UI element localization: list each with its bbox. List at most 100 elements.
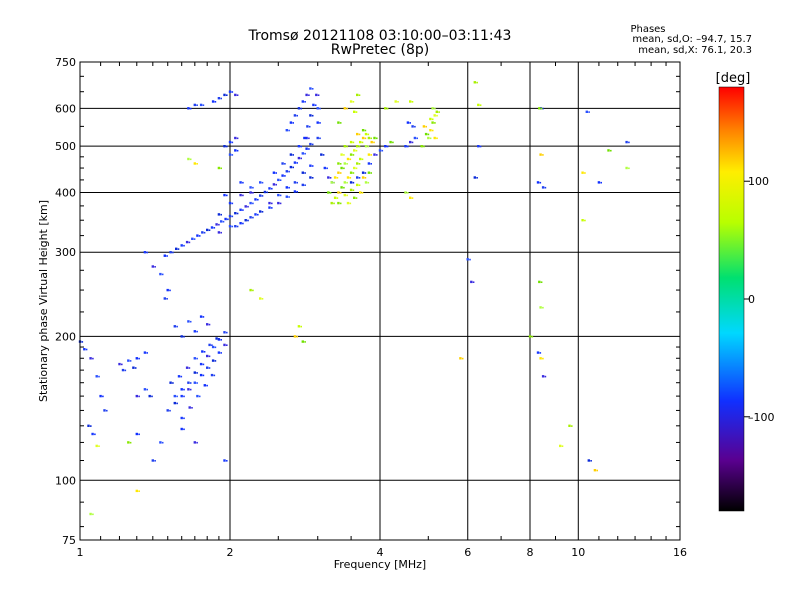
- x-mode-point: [343, 162, 346, 165]
- x-mode-point: [339, 192, 342, 194]
- x-mode-point: [138, 490, 140, 492]
- x-tick-label: 1: [77, 546, 84, 559]
- x-mode-point: [628, 167, 630, 170]
- x-mode-point: [336, 177, 339, 179]
- o-mode-point: [289, 165, 293, 169]
- o-mode-point: [244, 205, 247, 208]
- o-mode-point: [473, 176, 476, 179]
- o-mode-point: [316, 107, 319, 110]
- x-mode-point: [349, 100, 353, 103]
- o-mode-point: [277, 193, 280, 197]
- x-mode-point: [343, 107, 346, 110]
- o-mode-point: [275, 183, 277, 186]
- x-mode-point: [330, 181, 333, 184]
- x-mode-point: [217, 166, 221, 170]
- x-mode-point: [220, 167, 222, 170]
- x-mode-point: [353, 196, 356, 199]
- o-mode-point: [220, 339, 222, 341]
- x-mode-point: [300, 325, 302, 328]
- x-mode-point: [434, 122, 436, 124]
- o-mode-point: [92, 357, 94, 360]
- o-mode-point: [175, 247, 178, 250]
- x-mode-point: [422, 125, 426, 128]
- o-mode-point: [220, 352, 222, 354]
- x-mode-point: [431, 121, 434, 124]
- o-mode-point: [319, 107, 321, 110]
- o-mode-point: [304, 152, 306, 155]
- o-mode-point: [236, 212, 239, 215]
- x-mode-point: [346, 145, 348, 148]
- o-mode-point: [414, 125, 416, 128]
- plot-frame: [79, 61, 681, 541]
- o-mode-point: [309, 142, 312, 146]
- o-mode-point: [249, 201, 252, 205]
- o-mode-point: [309, 176, 312, 179]
- o-mode-point: [293, 114, 297, 117]
- x-mode-point: [367, 181, 370, 184]
- x-mode-point: [389, 140, 392, 144]
- o-mode-point: [87, 424, 90, 427]
- o-mode-point: [409, 140, 412, 144]
- o-mode-point: [316, 121, 319, 124]
- colorbar-tick-label: 0: [748, 293, 755, 306]
- o-mode-point: [127, 359, 130, 362]
- o-mode-point: [472, 281, 475, 283]
- x-mode-point: [584, 219, 586, 222]
- x-mode-point: [367, 171, 371, 174]
- o-mode-point: [226, 94, 228, 96]
- o-mode-point: [187, 388, 190, 391]
- o-mode-point: [536, 181, 540, 184]
- x-mode-point: [361, 141, 364, 144]
- x-mode-point: [559, 444, 562, 448]
- o-mode-point: [124, 369, 127, 372]
- o-mode-point: [208, 367, 211, 369]
- o-mode-point: [180, 388, 183, 391]
- o-mode-point: [159, 441, 162, 444]
- x-mode-point: [607, 149, 610, 152]
- o-mode-point: [196, 441, 198, 444]
- o-mode-point: [143, 388, 147, 391]
- o-mode-point: [254, 213, 257, 216]
- x-mode-point: [356, 183, 359, 187]
- x-mode-point: [423, 145, 425, 148]
- y-tick-label: 200: [55, 330, 76, 343]
- x-mode-point: [346, 107, 348, 110]
- o-mode-point: [191, 407, 193, 409]
- o-mode-point: [203, 384, 206, 387]
- o-mode-point: [476, 177, 478, 179]
- o-mode-point: [199, 362, 203, 366]
- o-mode-point: [146, 251, 148, 254]
- colorbar-label: [deg]: [716, 71, 751, 86]
- o-mode-point: [187, 381, 190, 384]
- o-mode-point: [217, 231, 221, 234]
- o-mode-point: [173, 394, 176, 398]
- o-mode-point: [300, 145, 302, 148]
- o-mode-point: [356, 176, 359, 179]
- o-mode-point: [285, 170, 288, 173]
- o-mode-point: [311, 114, 314, 117]
- o-mode-point: [193, 357, 196, 360]
- o-mode-point: [244, 219, 247, 222]
- o-mode-point: [411, 141, 414, 144]
- x-mode-point: [196, 163, 198, 165]
- o-mode-point: [231, 141, 234, 144]
- o-mode-point: [228, 140, 232, 144]
- chart-subtitle: RwPretec (8p): [331, 42, 429, 58]
- x-mode-point: [542, 154, 544, 156]
- o-mode-point: [180, 416, 183, 420]
- o-mode-point: [89, 357, 92, 360]
- x-mode-point: [355, 197, 358, 199]
- x-mode-point: [404, 191, 407, 194]
- o-mode-point: [220, 97, 222, 100]
- o-mode-point: [236, 149, 239, 152]
- x-mode-point: [343, 186, 345, 189]
- x-mode-point: [542, 306, 544, 309]
- o-mode-point: [217, 213, 221, 216]
- x-mode-point: [340, 186, 343, 189]
- o-mode-point: [541, 186, 545, 189]
- o-mode-point: [99, 394, 102, 398]
- o-mode-point: [288, 170, 290, 173]
- x-mode-point: [425, 125, 427, 128]
- o-mode-point: [272, 183, 276, 186]
- o-mode-point: [134, 367, 137, 369]
